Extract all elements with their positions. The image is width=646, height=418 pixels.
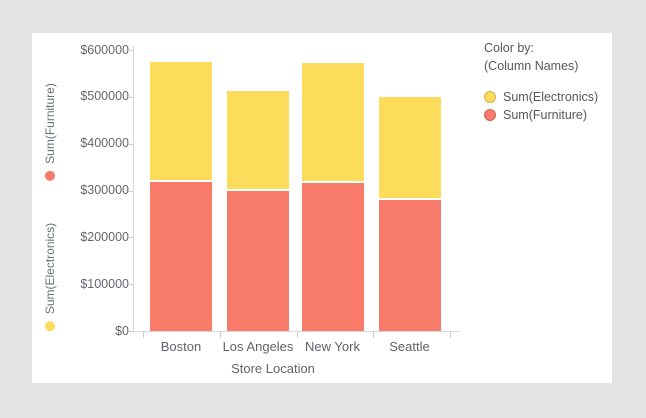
x-tick-mark: [449, 332, 451, 338]
x-category-label: Boston: [160, 339, 202, 354]
bar-segment-gap: [227, 189, 289, 191]
bar-segment-gap: [150, 180, 212, 182]
y-tick-mark: [128, 237, 133, 239]
bar-boston[interactable]: [150, 62, 212, 331]
bar-los-angeles[interactable]: [227, 91, 289, 331]
x-tick-mark: [219, 332, 221, 338]
bar-segment-furniture[interactable]: [378, 200, 441, 331]
legend-items: Sum(Electronics) Sum(Furniture): [484, 88, 614, 124]
y-tick-mark: [128, 96, 133, 98]
bar-seattle[interactable]: [378, 97, 441, 331]
legend-title-line1: Color by:: [484, 41, 535, 55]
x-tick-mark: [373, 332, 374, 338]
bar-segment-furniture[interactable]: [301, 183, 364, 331]
bar-segment-gap: [301, 181, 364, 183]
x-category-label: Seattle: [389, 339, 430, 354]
y-tick-label: $600000: [80, 42, 129, 57]
legend-title-line2: (Column Names): [484, 59, 579, 73]
furniture-color-dot-icon: [45, 170, 55, 181]
legend-item-label: Sum(Furniture): [503, 108, 588, 122]
chart-card: Sum(Furniture) Sum(Electronics) $600000 $…: [32, 33, 612, 383]
y-tick-label: $300000: [80, 183, 129, 197]
bar-segment-electronics[interactable]: [301, 63, 364, 181]
legend-color-dot-icon: [484, 109, 496, 121]
x-tick-mark: [143, 332, 144, 338]
legend-color-dot-icon: [484, 91, 496, 103]
y-tick-label: $400000: [80, 136, 129, 151]
x-axis-line: [133, 331, 460, 332]
y-tick-label: $100000: [80, 276, 129, 291]
y-axis-line: [133, 45, 134, 331]
bar-new-york[interactable]: [301, 63, 364, 331]
bar-segment-furniture[interactable]: [150, 182, 212, 331]
x-category-label: New York: [305, 339, 360, 354]
bar-segment-gap: [378, 198, 441, 200]
y-tick-label: $200000: [80, 229, 129, 244]
bar-segment-furniture[interactable]: [227, 191, 289, 331]
legend: Color by: (Column Names) Sum(Electronics…: [484, 39, 614, 124]
legend-item-0[interactable]: Sum(Electronics): [484, 88, 614, 106]
bar-segment-electronics[interactable]: [227, 91, 289, 189]
bar-segment-electronics[interactable]: [378, 97, 441, 198]
y-tick-mark: [128, 50, 133, 51]
y-tick-label: $500000: [80, 89, 129, 104]
x-category-label: Los Angeles: [222, 339, 294, 354]
bar-segment-electronics[interactable]: [150, 62, 212, 180]
x-axis-title[interactable]: Store Location: [231, 361, 315, 376]
x-tick-mark: [296, 332, 298, 338]
y-tick-mark: [128, 331, 133, 332]
y-tick-label: $0: [115, 323, 129, 338]
y-tick-mark: [128, 143, 133, 145]
legend-item-1[interactable]: Sum(Furniture): [484, 106, 614, 124]
legend-item-label: Sum(Electronics): [503, 90, 599, 104]
y-tick-mark: [128, 190, 133, 192]
y-tick-mark: [128, 284, 133, 286]
